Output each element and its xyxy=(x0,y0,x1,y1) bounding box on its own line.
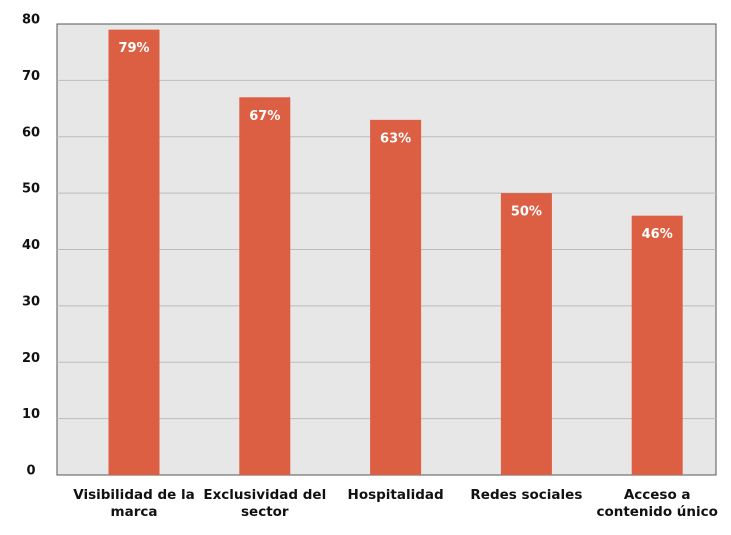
bar xyxy=(108,29,160,475)
data-label: 63% xyxy=(380,131,411,146)
x-tick-label: Redes sociales xyxy=(470,487,583,503)
x-tick-label: Visibilidad de la marca xyxy=(73,487,195,520)
data-label: 50% xyxy=(511,205,542,220)
y-tick-label: 50 xyxy=(22,182,40,197)
bar xyxy=(631,215,683,476)
y-tick-label: 0 xyxy=(26,464,35,479)
data-label: 67% xyxy=(249,109,280,124)
y-tick-label: 60 xyxy=(22,125,40,140)
y-tick-label: 40 xyxy=(22,238,40,253)
x-tick-label: Exclusividad del sector xyxy=(203,487,327,520)
x-tick-label: Acceso a contenido único xyxy=(596,487,718,520)
y-tick-label: 30 xyxy=(22,294,40,309)
y-tick-label: 80 xyxy=(22,13,40,28)
data-label: 79% xyxy=(118,41,149,56)
y-tick-label: 10 xyxy=(22,407,40,422)
bar xyxy=(239,97,291,475)
y-tick-label: 70 xyxy=(22,69,40,84)
y-tick-label: 20 xyxy=(22,351,40,366)
data-label: 46% xyxy=(642,227,673,242)
bar xyxy=(500,193,552,475)
x-tick-label: Hospitalidad xyxy=(347,487,444,503)
bar xyxy=(370,119,422,476)
